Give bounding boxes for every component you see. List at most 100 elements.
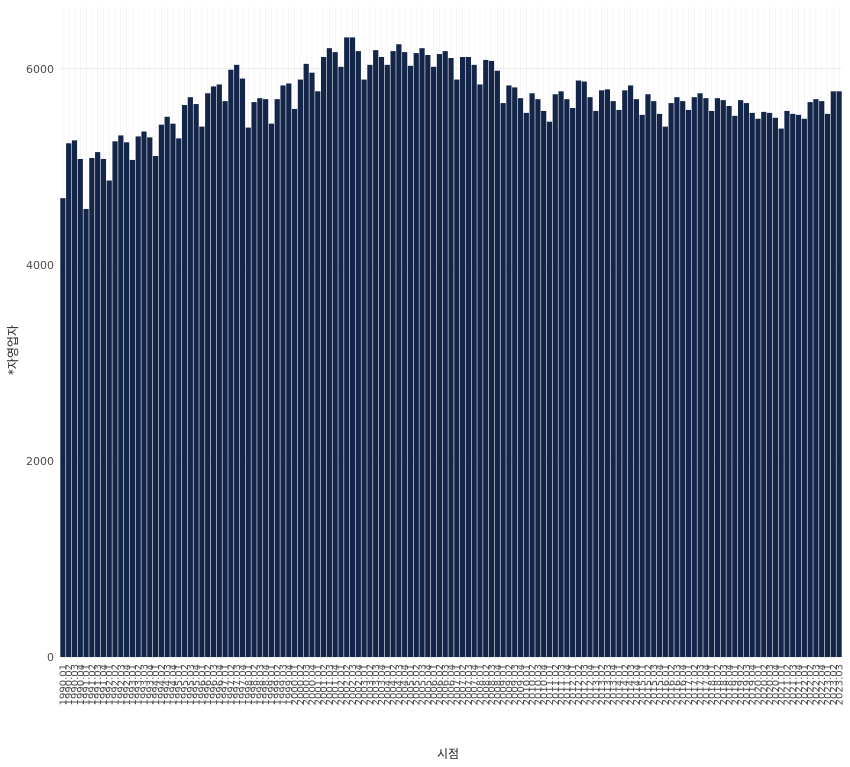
bar xyxy=(112,141,118,657)
x-tick-label: 2009.04 xyxy=(516,664,527,705)
x-tick-label: 2001.04 xyxy=(331,664,342,705)
bar xyxy=(599,90,605,658)
bar xyxy=(633,99,639,657)
x-tick-label: 1997.04 xyxy=(238,664,249,705)
x-tick-label: 1992.01 xyxy=(105,664,116,705)
bar xyxy=(575,80,582,657)
x-tick-label: 2021.01 xyxy=(777,664,788,705)
x-tick-label: 2016.01 xyxy=(661,664,672,705)
x-tick-label: 2009.02 xyxy=(504,664,515,705)
x-tick-label: 2006.03 xyxy=(441,664,452,705)
x-tick-label: 1995.01 xyxy=(174,664,185,705)
bar xyxy=(129,159,136,658)
bar xyxy=(378,57,385,657)
bar xyxy=(349,37,356,658)
x-tick-label: 2002.04 xyxy=(354,664,365,705)
x-tick-label: 1996.04 xyxy=(215,664,226,705)
bar xyxy=(303,63,309,658)
x-tick-label: 1990.01 xyxy=(58,664,69,705)
bar xyxy=(338,66,344,657)
x-tick-label: 2009.03 xyxy=(510,664,521,705)
bar xyxy=(824,113,831,658)
bar xyxy=(448,57,454,657)
x-tick-label: 2005.02 xyxy=(412,664,423,705)
bar xyxy=(274,99,280,657)
x-tick-label: 2004.04 xyxy=(400,664,411,705)
y-axis-label: *자영업자 xyxy=(6,325,20,375)
x-tick-label: 1998.04 xyxy=(261,664,272,705)
x-tick-label: 1992.04 xyxy=(122,664,133,705)
bar xyxy=(790,113,796,658)
x-tick-label: 2000.01 xyxy=(290,664,301,705)
x-tick-label: 2006.02 xyxy=(435,664,446,705)
x-tick-label: 2018.03 xyxy=(719,664,730,705)
x-tick-label: 2003.03 xyxy=(371,664,382,705)
x-tick-label: 2008.01 xyxy=(475,664,486,705)
x-axis-label: 시점 xyxy=(437,747,459,761)
x-tick-label: 2014.01 xyxy=(614,664,625,705)
x-tick-label: 2010.04 xyxy=(539,664,550,705)
x-tick-label: 2023.02 xyxy=(829,664,840,705)
bar xyxy=(616,109,622,658)
bar xyxy=(535,99,541,657)
x-tick-label: 1999.03 xyxy=(279,664,290,705)
bar xyxy=(135,136,141,658)
bar xyxy=(320,57,327,657)
x-tick-label: 2008.03 xyxy=(487,664,498,705)
x-tick-label: 2016.03 xyxy=(672,664,683,705)
x-tick-label: 2023.01 xyxy=(823,664,834,705)
bar xyxy=(199,126,205,657)
x-tick-label: 2000.02 xyxy=(296,664,307,705)
bar xyxy=(662,126,668,657)
y-tick-label: 4000 xyxy=(26,259,54,272)
bar xyxy=(222,101,228,657)
bar xyxy=(651,101,657,657)
bar xyxy=(71,140,78,658)
x-tick-label: 2015.03 xyxy=(649,664,660,705)
x-tick-label: 2001.01 xyxy=(313,664,324,705)
x-tick-label: 2018.01 xyxy=(707,664,718,705)
bar xyxy=(639,114,645,657)
bar xyxy=(280,85,286,657)
x-tick-label: 2003.02 xyxy=(365,664,376,705)
x-tick-label: 2017.03 xyxy=(696,664,707,705)
bar xyxy=(680,101,686,657)
x-tick-label: 2004.02 xyxy=(389,664,400,705)
bar xyxy=(529,93,535,657)
bar xyxy=(268,123,275,657)
x-tick-label: 2019.03 xyxy=(742,664,753,705)
bar xyxy=(297,79,303,658)
x-tick-label: 2013.04 xyxy=(609,664,620,705)
x-tick-label: 2002.02 xyxy=(342,664,353,705)
x-tick-label: 2021.03 xyxy=(788,664,799,705)
x-tick-label: 1992.02 xyxy=(111,664,122,705)
bar xyxy=(523,112,529,658)
x-tick-label: 1991.01 xyxy=(82,664,93,705)
x-tick-label: 1995.03 xyxy=(186,664,197,705)
bar xyxy=(836,91,842,658)
x-tick-label: 2007.04 xyxy=(470,664,481,705)
x-tick-label: 1999.04 xyxy=(284,664,295,705)
x-tick-label: 2005.03 xyxy=(418,664,429,705)
bar xyxy=(685,109,692,658)
x-tick-label: 1992.03 xyxy=(116,664,127,705)
bar xyxy=(234,64,240,657)
x-tick-label: 2010.03 xyxy=(533,664,544,705)
bar xyxy=(413,53,419,657)
x-tick-label: 2014.02 xyxy=(620,664,631,705)
bar xyxy=(541,110,547,657)
x-tick-label: 2003.01 xyxy=(360,664,371,705)
x-tick-label: 1990.03 xyxy=(70,664,81,705)
bar xyxy=(83,208,89,657)
x-tick-label: 2022.01 xyxy=(800,664,811,705)
x-tick-label: 2008.04 xyxy=(493,664,504,705)
bar xyxy=(210,86,217,658)
bar xyxy=(106,180,112,657)
x-tick-label: 2022.04 xyxy=(817,664,828,705)
x-tick-label: 2011.04 xyxy=(562,664,573,705)
bar xyxy=(158,124,164,658)
bar xyxy=(622,90,628,658)
x-tick-label: 2003.04 xyxy=(377,664,388,705)
x-tick-label: 2020.04 xyxy=(771,664,782,705)
